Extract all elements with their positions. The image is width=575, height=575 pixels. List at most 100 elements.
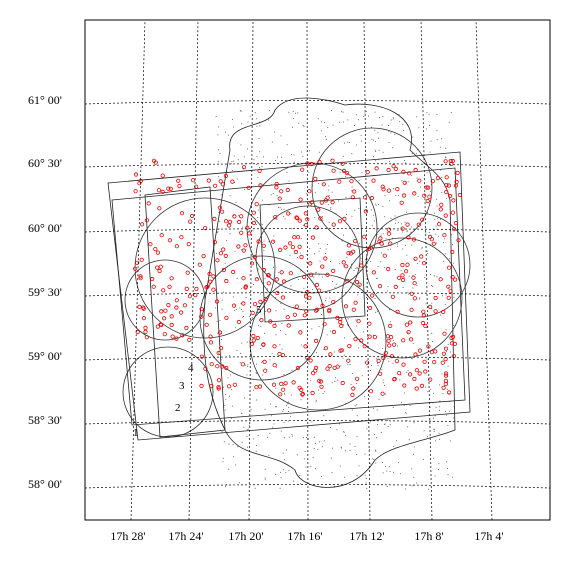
- dot: [403, 404, 405, 406]
- dot: [413, 446, 415, 448]
- dot: [370, 463, 372, 465]
- grid-line: [84, 100, 551, 105]
- dot: [441, 138, 443, 140]
- red-source: [193, 292, 198, 298]
- dot: [370, 365, 372, 367]
- dot: [367, 292, 369, 294]
- red-source: [159, 233, 164, 238]
- dot: [439, 146, 441, 148]
- dot: [392, 117, 394, 119]
- pointing: [134, 197, 276, 339]
- red-source: [372, 334, 377, 340]
- dot: [339, 263, 341, 265]
- red-source: [320, 264, 325, 269]
- dot: [414, 274, 416, 276]
- dot: [349, 443, 351, 445]
- red-source: [340, 380, 345, 386]
- red-source: [182, 303, 187, 308]
- dot: [324, 391, 326, 393]
- dot: [338, 200, 340, 202]
- dot: [257, 268, 259, 270]
- red-source: [401, 362, 406, 367]
- red-source: [350, 392, 355, 397]
- red-source: [386, 266, 391, 272]
- dot: [364, 258, 366, 260]
- dot: [402, 123, 404, 125]
- dot: [361, 375, 363, 377]
- pointing: [249, 273, 387, 411]
- red-source: [386, 167, 391, 173]
- red-source: [439, 202, 444, 207]
- dot: [351, 267, 353, 269]
- red-source: [272, 323, 277, 328]
- red-source: [414, 368, 419, 373]
- red-source: [166, 186, 171, 191]
- dot: [335, 377, 337, 379]
- red-source: [337, 219, 343, 224]
- red-source: [313, 338, 319, 343]
- dot: [371, 458, 373, 460]
- dot: [287, 420, 289, 422]
- dot: [235, 309, 237, 310]
- red-source: [272, 363, 277, 368]
- red-source: [204, 285, 209, 290]
- red-source: [362, 344, 367, 349]
- dot: [275, 406, 277, 408]
- dot: [276, 195, 278, 196]
- red-source: [323, 256, 328, 261]
- red-source: [307, 295, 312, 300]
- red-source: [241, 165, 247, 170]
- red-source: [453, 183, 459, 188]
- dot: [343, 431, 345, 433]
- red-source: [159, 309, 164, 314]
- dot: [283, 437, 285, 439]
- red-source: [436, 222, 442, 227]
- dot: [326, 244, 328, 245]
- red-source: [399, 200, 404, 205]
- dot: [267, 288, 268, 290]
- red-source: [162, 331, 167, 337]
- dot: [319, 260, 321, 262]
- dot: [323, 440, 325, 442]
- grid-line: [84, 163, 551, 168]
- dot: [349, 450, 351, 452]
- dot: [378, 137, 380, 139]
- red-source: [310, 235, 315, 240]
- dot: [406, 231, 408, 232]
- dot: [426, 358, 428, 360]
- red-source: [450, 210, 455, 215]
- red-source: [266, 281, 271, 286]
- red-source: [249, 341, 255, 347]
- dot: [288, 111, 290, 113]
- dot: [245, 297, 247, 299]
- dot: [369, 421, 371, 423]
- dot: [256, 277, 258, 279]
- dot: [248, 424, 250, 426]
- dot: [408, 439, 410, 441]
- dot: [392, 237, 393, 239]
- dot: [351, 215, 353, 217]
- dot: [385, 465, 386, 467]
- red-source: [230, 179, 235, 184]
- red-source: [444, 175, 449, 180]
- dot: [355, 268, 357, 269]
- dot: [447, 365, 449, 367]
- x-tick-label: 17h 24': [168, 529, 203, 543]
- red-source: [320, 303, 325, 308]
- red-source: [420, 217, 425, 222]
- dot: [242, 226, 244, 228]
- red-source: [443, 346, 449, 351]
- dot: [303, 293, 305, 295]
- dot: [421, 248, 423, 250]
- dot: [264, 479, 266, 481]
- dot: [380, 431, 382, 433]
- red-source: [143, 329, 148, 334]
- dot: [382, 116, 384, 117]
- red-source: [402, 180, 407, 185]
- dot: [388, 141, 390, 143]
- y-tick-label: 59° 00': [28, 349, 62, 363]
- dot: [373, 139, 374, 141]
- dot: [300, 151, 302, 153]
- dot: [356, 475, 358, 477]
- dot: [370, 126, 372, 128]
